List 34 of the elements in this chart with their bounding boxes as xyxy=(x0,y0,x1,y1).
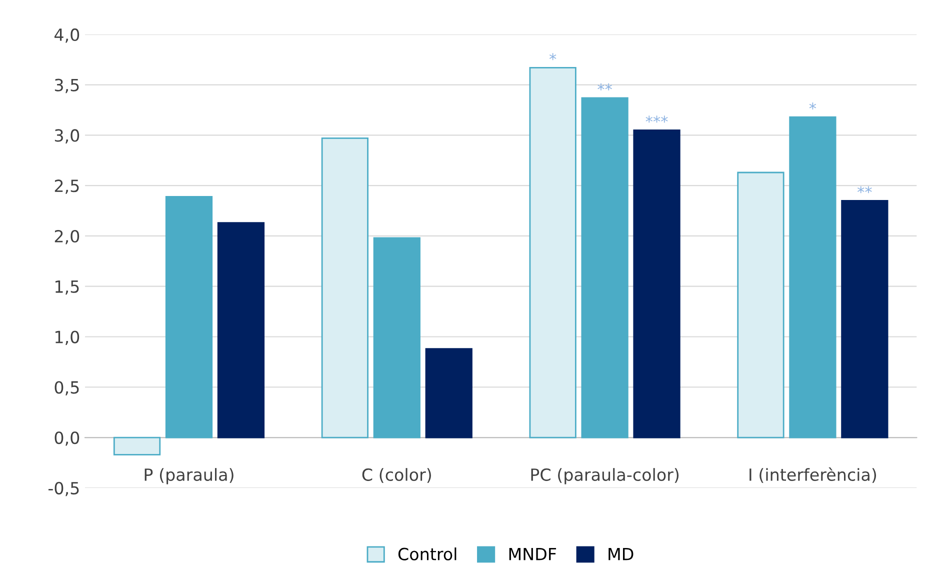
bar xyxy=(373,237,420,438)
bar xyxy=(581,97,628,438)
y-tick-label: 0,5 xyxy=(54,381,79,396)
x-tick-label: C (color) xyxy=(362,468,431,483)
x-tick-label: PC (paraula-color) xyxy=(531,468,679,484)
bar xyxy=(529,67,576,438)
bar xyxy=(321,138,368,438)
data-label: * xyxy=(809,102,816,110)
x-tick-label: P (paraula) xyxy=(144,468,234,484)
bar xyxy=(425,348,472,438)
y-tick-label: 2,5 xyxy=(54,180,79,194)
y-tick-label: 1,0 xyxy=(56,330,80,346)
bar xyxy=(841,200,888,438)
data-label: ** xyxy=(857,186,872,194)
bar xyxy=(789,116,836,438)
bar xyxy=(737,172,784,438)
y-tick-label: 2,0 xyxy=(54,230,80,244)
y-tick-label: 3,5 xyxy=(54,78,79,94)
bar xyxy=(165,196,213,438)
legend-label: Control xyxy=(398,547,456,560)
data-label: *** xyxy=(646,116,668,123)
y-tick-label: 0,0 xyxy=(54,431,80,446)
y-tick-label: -0,5 xyxy=(48,482,79,496)
legend-label: MD xyxy=(608,548,634,560)
bar xyxy=(633,129,680,438)
bar xyxy=(217,222,265,438)
legend-label: MNDF xyxy=(509,548,556,560)
data-label: * xyxy=(549,53,556,60)
y-tick-label: 1,5 xyxy=(56,280,79,295)
data-label: ** xyxy=(598,83,612,90)
bar xyxy=(113,436,161,456)
y-tick-label: 3,0 xyxy=(54,129,80,144)
y-tick-label: 4,0 xyxy=(54,28,80,43)
x-tick-label: I (interferència) xyxy=(750,467,876,483)
